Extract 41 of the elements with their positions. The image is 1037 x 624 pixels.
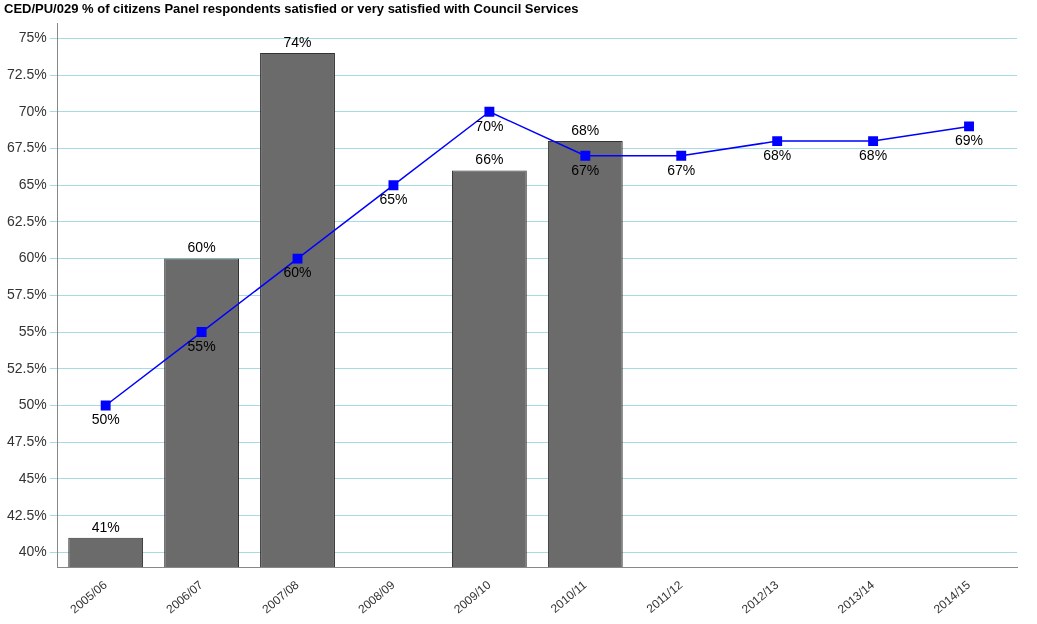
point bbox=[484, 106, 495, 117]
data-label: 68% bbox=[859, 146, 888, 163]
point bbox=[292, 253, 303, 264]
data-label: 55% bbox=[187, 337, 216, 354]
chart-title: CED/PU/029 % of citizens Panel respondents satisfied or very satisfied with Council Services bbox=[4, 1, 579, 17]
data-label: 69% bbox=[955, 132, 984, 149]
point bbox=[868, 136, 879, 147]
data-label: 65% bbox=[379, 191, 408, 208]
data-label: 50% bbox=[91, 411, 120, 428]
point bbox=[772, 136, 783, 147]
y-tick-label: 57.5% bbox=[6, 286, 47, 303]
y-tick-label: 50% bbox=[18, 396, 47, 413]
y-tick-label: 65% bbox=[18, 176, 47, 193]
y-tick-label: 42.5% bbox=[6, 506, 47, 523]
data-label: 66% bbox=[475, 151, 504, 168]
y-tick-label: 45% bbox=[18, 469, 47, 486]
data-label: 74% bbox=[283, 33, 312, 50]
point bbox=[964, 121, 974, 132]
point bbox=[100, 400, 111, 411]
y-tick-label: 70% bbox=[18, 102, 47, 119]
data-label: 70% bbox=[475, 117, 504, 134]
y-tick-label: 75% bbox=[18, 29, 47, 46]
y-tick-label: 72.5% bbox=[6, 65, 47, 82]
data-label: 60% bbox=[283, 264, 312, 281]
y-tick-label: 52.5% bbox=[6, 359, 47, 376]
data-label: 67% bbox=[571, 161, 600, 178]
point bbox=[196, 327, 207, 338]
data-label: 68% bbox=[763, 146, 792, 163]
data-label: 41% bbox=[91, 518, 120, 535]
y-tick-label: 60% bbox=[18, 249, 47, 266]
point bbox=[388, 180, 399, 191]
y-tick-label: 55% bbox=[18, 322, 47, 339]
y-tick-label: 62.5% bbox=[6, 212, 47, 229]
y-tick-label: 40% bbox=[18, 543, 47, 560]
data-label: 67% bbox=[667, 161, 696, 178]
data-label: 60% bbox=[187, 239, 216, 256]
y-tick-label: 47.5% bbox=[6, 433, 47, 450]
point bbox=[676, 150, 687, 161]
point bbox=[580, 150, 591, 161]
data-label: 68% bbox=[571, 121, 600, 138]
y-tick-label: 67.5% bbox=[6, 139, 47, 156]
